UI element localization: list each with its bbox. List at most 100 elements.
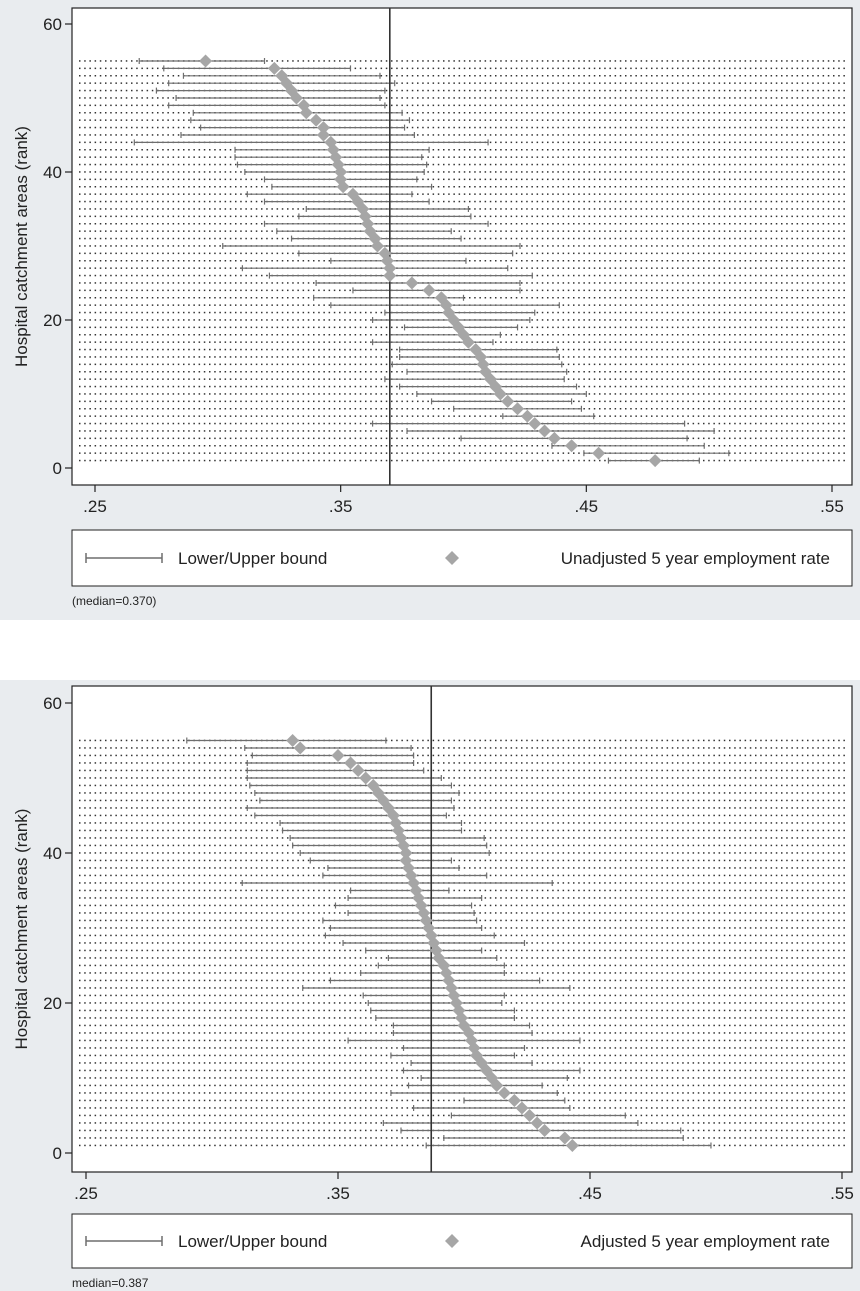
- grid-dot: [604, 289, 606, 292]
- grid-dot: [625, 334, 627, 336]
- grid-dot: [385, 356, 388, 358]
- grid-dot: [775, 422, 778, 425]
- grid-dot: [703, 348, 705, 351]
- grid-dot: [141, 215, 143, 218]
- grid-dot: [105, 437, 107, 440]
- grid-dot: [333, 408, 336, 410]
- grid-dot: [687, 326, 689, 329]
- grid-dot: [313, 356, 315, 358]
- grid-dot: [619, 378, 622, 380]
- grid-dot: [843, 385, 845, 388]
- grid-dot: [739, 334, 741, 336]
- grid-dot: [167, 437, 169, 440]
- grid-dot: [432, 408, 435, 410]
- grid-dot: [177, 326, 180, 329]
- grid-dot: [578, 319, 580, 321]
- grid-dot: [417, 445, 419, 447]
- grid-dot: [396, 415, 398, 417]
- grid-dot: [781, 260, 783, 262]
- grid-dot: [703, 334, 705, 336]
- grid-dot: [79, 311, 81, 314]
- grid-dot: [94, 363, 97, 366]
- grid-dot: [276, 304, 279, 306]
- grid-dot: [323, 341, 325, 343]
- grid-dot: [474, 215, 476, 218]
- grid-dot: [671, 230, 674, 232]
- grid-dot: [177, 378, 180, 380]
- grid-dot: [115, 297, 117, 299]
- grid-dot: [292, 363, 294, 366]
- grid-dot: [219, 393, 221, 395]
- grid-dot: [214, 445, 216, 447]
- grid-dot: [515, 445, 518, 447]
- grid-dot: [385, 363, 388, 366]
- grid-dot: [625, 415, 627, 417]
- grid-dot: [713, 319, 715, 321]
- grid-dot: [261, 452, 263, 454]
- grid-dot: [703, 415, 705, 417]
- grid-dot: [666, 245, 669, 247]
- grid-dot: [193, 326, 195, 329]
- grid-dot: [105, 459, 107, 462]
- grid-dot: [183, 378, 185, 380]
- grid-dot: [640, 371, 643, 373]
- grid-dot: [157, 245, 159, 247]
- grid-dot: [729, 445, 731, 447]
- grid-dot: [255, 371, 258, 373]
- grid-dot: [593, 304, 596, 306]
- grid-dot: [734, 237, 736, 240]
- grid-dot: [437, 452, 440, 454]
- grid-dot: [734, 356, 736, 358]
- grid-dot: [677, 304, 679, 306]
- grid-dot: [843, 437, 845, 440]
- grid-dot: [838, 415, 840, 417]
- grid-dot: [203, 274, 206, 277]
- grid-dot: [614, 282, 617, 284]
- grid-dot: [339, 445, 341, 447]
- grid-dot: [245, 378, 247, 380]
- grid-dot: [146, 356, 149, 358]
- grid-dot: [645, 326, 648, 329]
- grid-dot: [781, 348, 783, 351]
- grid-dot: [583, 223, 585, 225]
- grid-dot: [599, 274, 601, 277]
- grid-dot: [344, 437, 346, 440]
- grid-dot: [89, 459, 91, 462]
- grid-dot: [344, 289, 346, 292]
- grid-dot: [588, 252, 591, 255]
- grid-dot: [703, 297, 705, 299]
- grid-dot: [172, 311, 175, 314]
- grid-dot: [157, 341, 159, 343]
- grid-dot: [599, 245, 601, 247]
- grid-dot: [157, 430, 159, 432]
- grid-dot: [822, 252, 825, 255]
- grid-dot: [661, 289, 663, 292]
- grid-dot: [510, 230, 513, 232]
- grid-dot: [120, 334, 123, 336]
- grid-dot: [271, 415, 273, 417]
- grid-dot: [801, 430, 804, 432]
- grid-dot: [838, 408, 840, 410]
- grid-dot: [583, 304, 585, 306]
- grid-dot: [604, 304, 606, 306]
- grid-dot: [365, 363, 367, 366]
- grid-dot: [120, 378, 123, 380]
- grid-dot: [604, 297, 606, 299]
- grid-dot: [651, 334, 653, 336]
- grid-dot: [203, 289, 206, 292]
- grid-dot: [162, 319, 164, 321]
- grid-dot: [89, 267, 91, 269]
- grid-dot: [167, 311, 169, 314]
- grid-dot: [651, 393, 653, 395]
- grid-dot: [313, 459, 315, 462]
- grid-dot: [640, 304, 643, 306]
- grid-dot: [682, 363, 684, 366]
- grid-dot: [162, 334, 164, 336]
- grid-dot: [125, 245, 128, 247]
- grid-dot: [271, 215, 273, 218]
- grid-dot: [749, 363, 752, 366]
- grid-dot: [734, 437, 736, 440]
- grid-dot: [292, 282, 294, 284]
- grid-dot: [749, 378, 752, 380]
- grid-dot: [526, 341, 528, 343]
